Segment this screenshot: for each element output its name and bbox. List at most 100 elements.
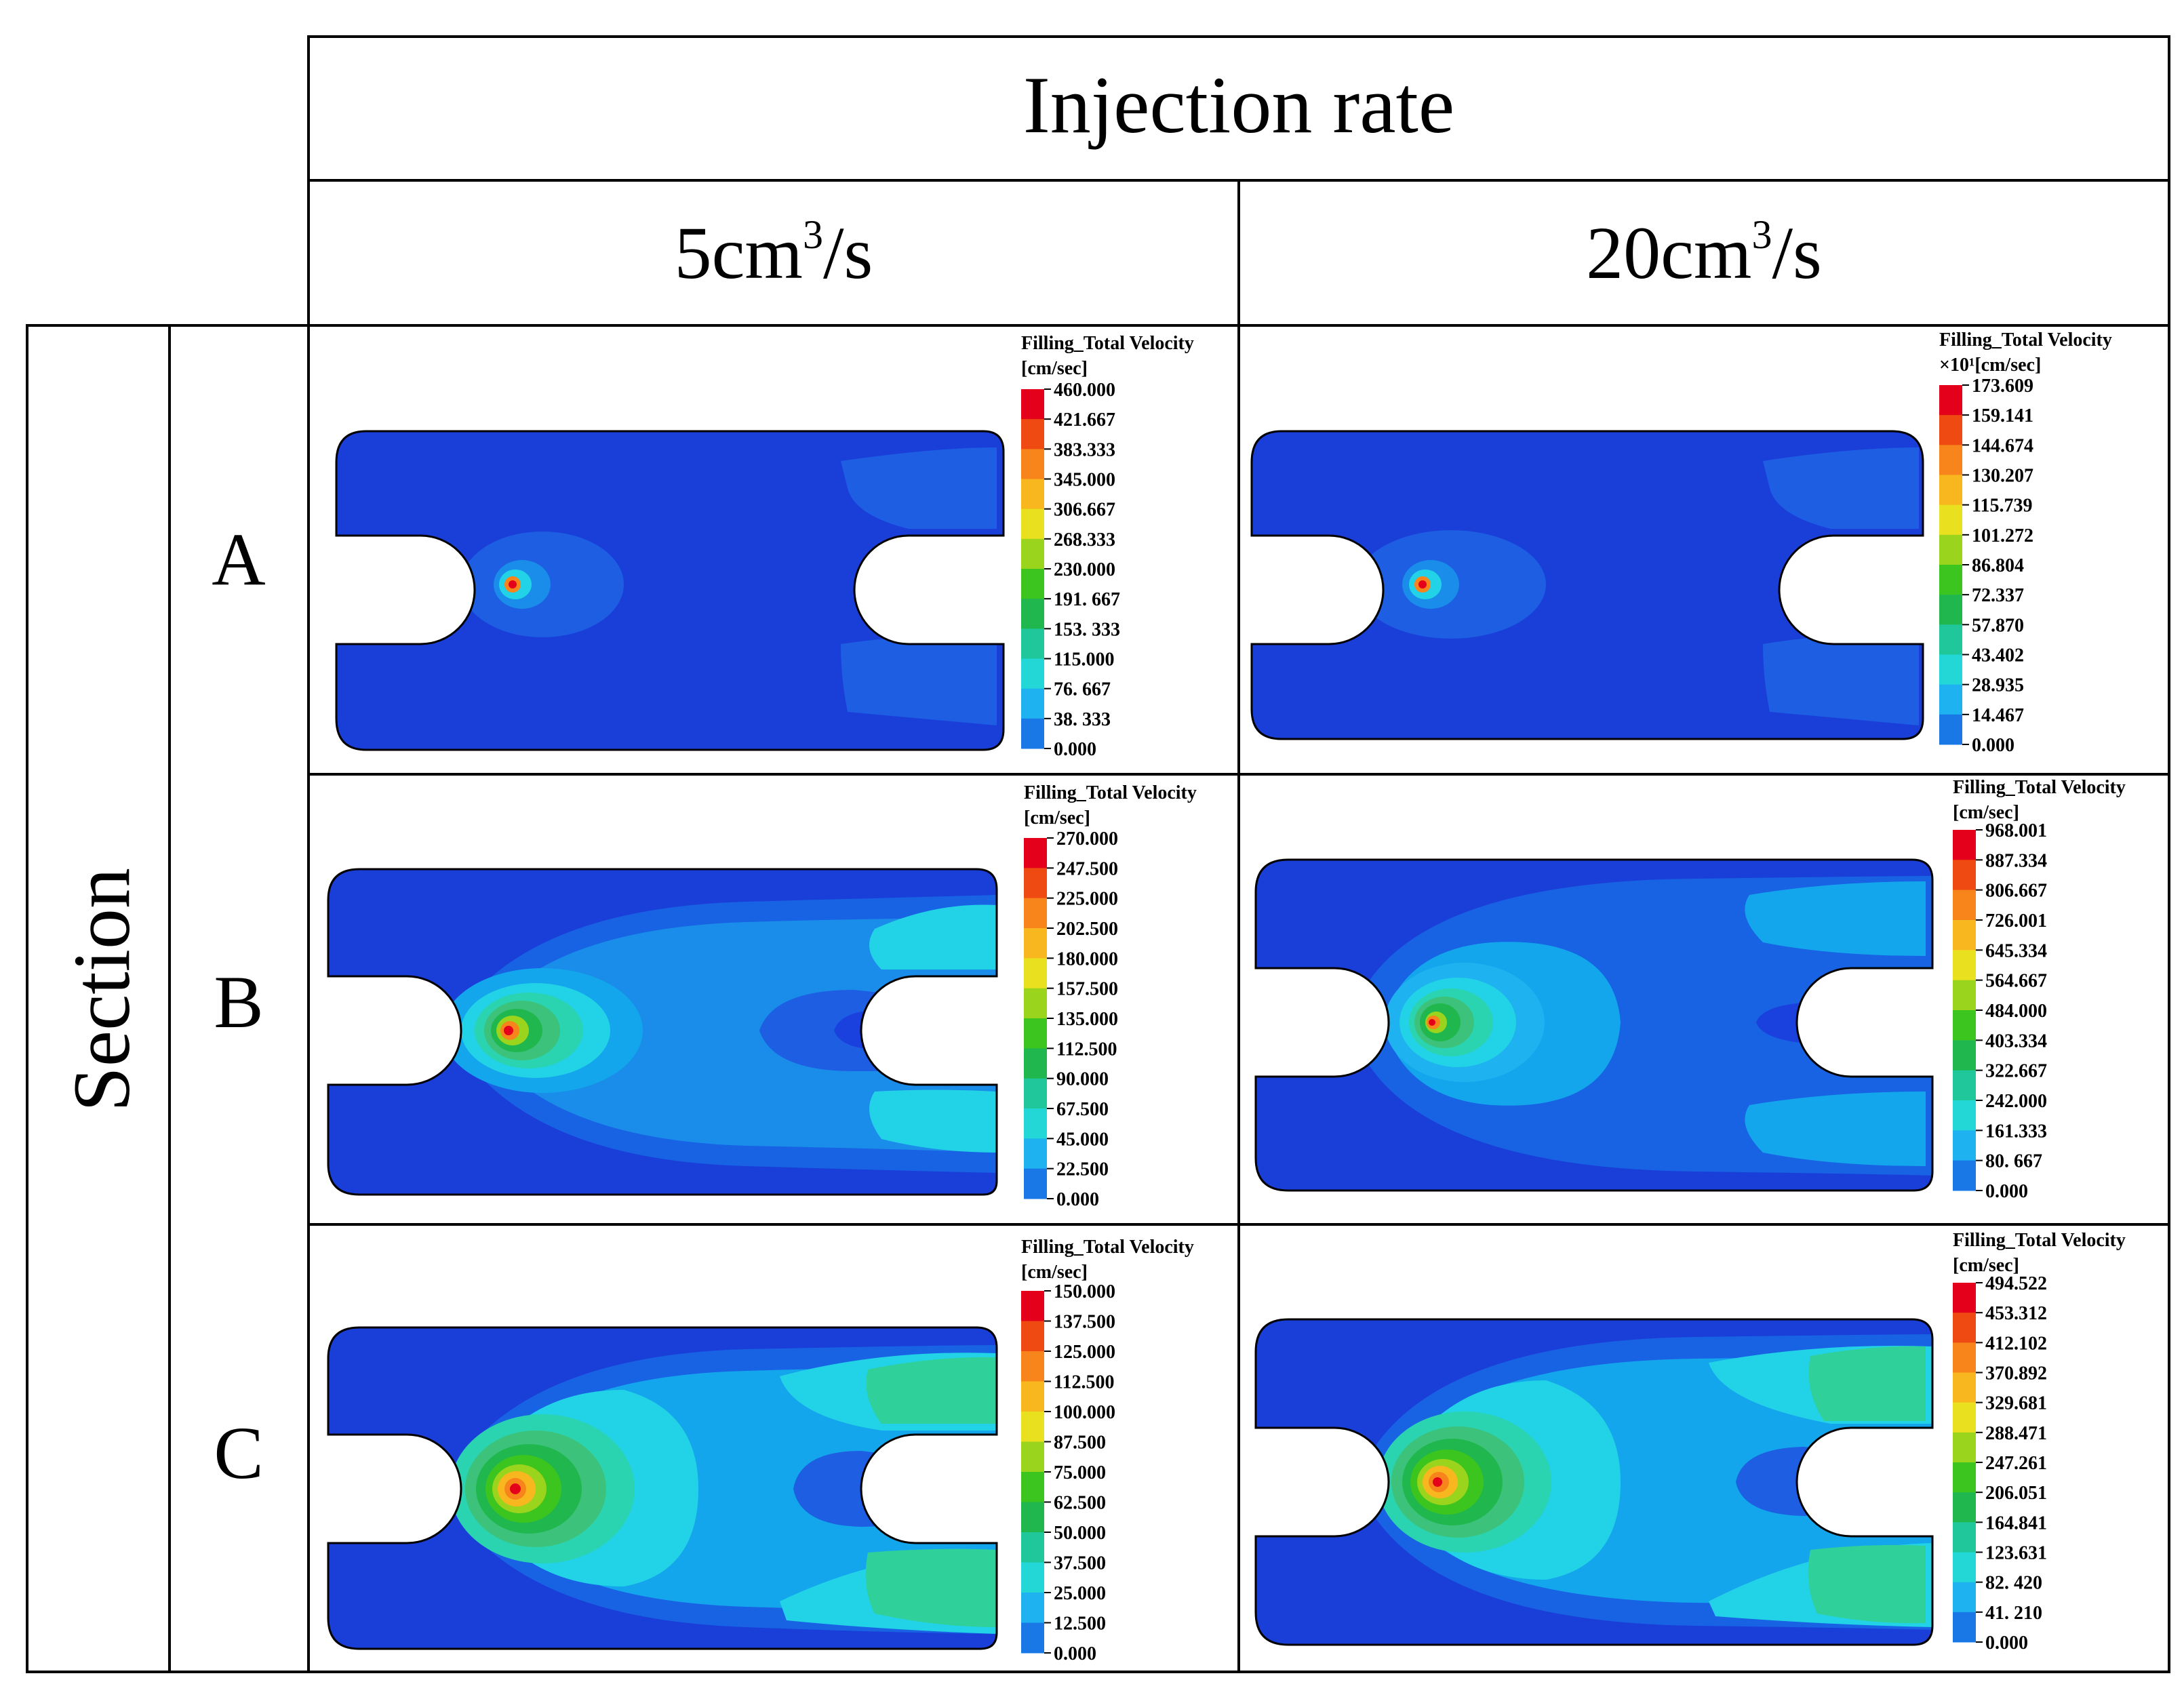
color-scale-segment <box>1953 980 1976 1011</box>
color-scale-segment <box>1021 479 1044 510</box>
color-scale-segment <box>1021 718 1044 749</box>
color-scale-segment <box>1021 1441 1044 1473</box>
legend-tick-label: 112.500 <box>1054 1372 1114 1393</box>
legend-tick-label: 50.000 <box>1054 1523 1106 1544</box>
color-scale-segment <box>1939 624 1962 655</box>
color-scale-segment <box>1953 1522 1976 1553</box>
row-label-c: C <box>214 1412 263 1494</box>
color-scale-segment <box>1953 1040 1976 1071</box>
legend-tick-label: 564.667 <box>1985 971 2047 992</box>
color-scale-segment <box>1953 1462 1976 1493</box>
color-scale-segment <box>1953 1283 1976 1313</box>
legend-tick-label: 268.333 <box>1054 529 1115 551</box>
legend-c-20: Filling_Total Velocity [cm/sec] 494.5224… <box>1953 1230 2126 1654</box>
color-scale-segment <box>1939 565 1962 595</box>
color-scale-segment <box>1024 1018 1047 1049</box>
color-scale-segment <box>1953 1130 1976 1161</box>
color-scale-segment <box>1939 415 1962 445</box>
legend-tick-label: 0.000 <box>1056 1189 1099 1210</box>
legend-tick-label: 484.000 <box>1985 1001 2047 1022</box>
color-scale-segment <box>1021 1472 1044 1502</box>
legend-b-20: Filling_Total Velocity [cm/sec] 968.001 8… <box>1953 777 2126 1202</box>
legend-tick-label: 329.681 <box>1985 1393 2047 1414</box>
legend-tick-label: 130.207 <box>1972 466 2033 487</box>
contour-plot-b-20 <box>1256 860 1932 1191</box>
color-scale-segment <box>1953 830 1976 860</box>
legend-tick-label: 164.841 <box>1985 1513 2047 1534</box>
legend-tick-label: 421.667 <box>1054 409 1115 431</box>
color-scale: 460.000 421.667 383.333 345.000 306.667 268.3… <box>1021 380 1120 760</box>
panel-b-5: Filling_Total Velocity [cm/sec] 270.000 2… <box>328 782 1197 1210</box>
legend-tick-label: 115.000 <box>1054 649 1114 671</box>
color-scale-segment <box>1021 688 1044 719</box>
legend-unit: [cm/sec] <box>1024 807 1090 828</box>
panel-c-5: Filling_Total Velocity [cm/sec] 150.0001… <box>328 1237 1194 1664</box>
legend-title: Filling_Total Velocity <box>1939 329 2112 351</box>
color-scale: 494.522 453.312 412.102 370.892 329.681 288.4… <box>1953 1273 2047 1654</box>
legend-tick-label: 90.000 <box>1056 1069 1109 1090</box>
row-group-title: Section <box>56 868 146 1112</box>
contour-plot-b-5 <box>328 869 997 1195</box>
legend-title: Filling_Total Velocity <box>1024 782 1197 803</box>
legend-tick-label: 112.500 <box>1056 1039 1117 1060</box>
legend-tick-label: 75.000 <box>1054 1462 1106 1483</box>
legend-tick-label: 12.500 <box>1054 1614 1106 1635</box>
color-scale-segment <box>1024 958 1047 989</box>
color-scale-segment <box>1939 684 1962 715</box>
color-scale-segment <box>1953 1492 1976 1523</box>
legend-tick-label: 230.000 <box>1054 559 1115 580</box>
legend-tick-label: 153. 333 <box>1054 619 1120 640</box>
color-scale-segment <box>1953 890 1976 921</box>
part-outlines <box>327 430 1934 1650</box>
legend-tick-label: 206.051 <box>1985 1483 2047 1504</box>
legend-b-5: Filling_Total Velocity [cm/sec] 270.000 2… <box>1024 782 1197 1210</box>
legend-tick-label: 86.804 <box>1972 555 2024 576</box>
color-scale-segment <box>1953 1010 1976 1041</box>
color-scale-segment <box>1953 1070 1976 1101</box>
table-grid <box>26 35 2170 1673</box>
legend-tick-label: 202.500 <box>1056 919 1118 940</box>
color-scale-segment <box>1024 838 1047 868</box>
legend-title: Filling_Total Velocity <box>1953 1230 2126 1251</box>
color-scale-segment <box>1024 988 1047 1019</box>
legend-tick-label: 453.312 <box>1985 1303 2047 1324</box>
color-scale-segment <box>1021 508 1044 540</box>
color-scale-segment <box>1953 860 1976 891</box>
legend-title: Filling_Total Velocity <box>1021 333 1194 354</box>
legend-tick-label: 0.000 <box>1054 1643 1096 1664</box>
color-scale-segment <box>1021 1502 1044 1533</box>
legend-title: Filling_Total Velocity <box>1021 1237 1194 1258</box>
color-scale-segment <box>1021 1381 1044 1412</box>
legend-tick-label: 887.334 <box>1985 850 2047 871</box>
contour-plot-c-20 <box>1256 1319 1932 1645</box>
color-scale: 270.000 247.500 225.000 202.500 180.000 157.5… <box>1024 828 1118 1210</box>
color-scale-segment <box>1953 1100 1976 1131</box>
legend-tick-label: 0.000 <box>1972 735 2014 756</box>
legend-tick-label: 0.000 <box>1054 739 1096 760</box>
color-scale-segment <box>1024 898 1047 929</box>
legend-tick-label: 67.500 <box>1056 1099 1109 1120</box>
color-scale-segment <box>1021 1291 1044 1321</box>
legend-tick-label: 322.667 <box>1985 1061 2047 1082</box>
legend-tick-label: 41. 210 <box>1985 1603 2042 1624</box>
legend-tick-label: 247.261 <box>1985 1453 2047 1474</box>
legend-tick-label: 25.000 <box>1054 1583 1106 1604</box>
color-scale-segment <box>1939 714 1962 745</box>
legend-tick-label: 101.272 <box>1972 525 2033 546</box>
legend-tick-label: 270.000 <box>1056 828 1118 850</box>
legend-tick-label: 157.500 <box>1056 979 1118 1000</box>
legend-tick-label: 180.000 <box>1056 948 1118 970</box>
legend-tick-label: 288.471 <box>1985 1423 2047 1444</box>
color-scale-segment <box>1021 1532 1044 1563</box>
color-scale-segment <box>1953 950 1976 981</box>
color-scale-segment <box>1021 658 1044 689</box>
column-header-5: 5cm3/s <box>675 212 873 294</box>
legend-tick-label: 87.500 <box>1054 1433 1106 1454</box>
legend-tick-label: 125.000 <box>1054 1342 1115 1363</box>
legend-tick-label: 45.000 <box>1056 1129 1109 1150</box>
color-scale-segment <box>1024 1078 1047 1109</box>
color-scale-segment <box>1953 1342 1976 1373</box>
contour-plot-a-20 <box>1252 431 1923 739</box>
color-scale-segment <box>1021 419 1044 449</box>
legend-tick-label: 383.333 <box>1054 439 1115 460</box>
